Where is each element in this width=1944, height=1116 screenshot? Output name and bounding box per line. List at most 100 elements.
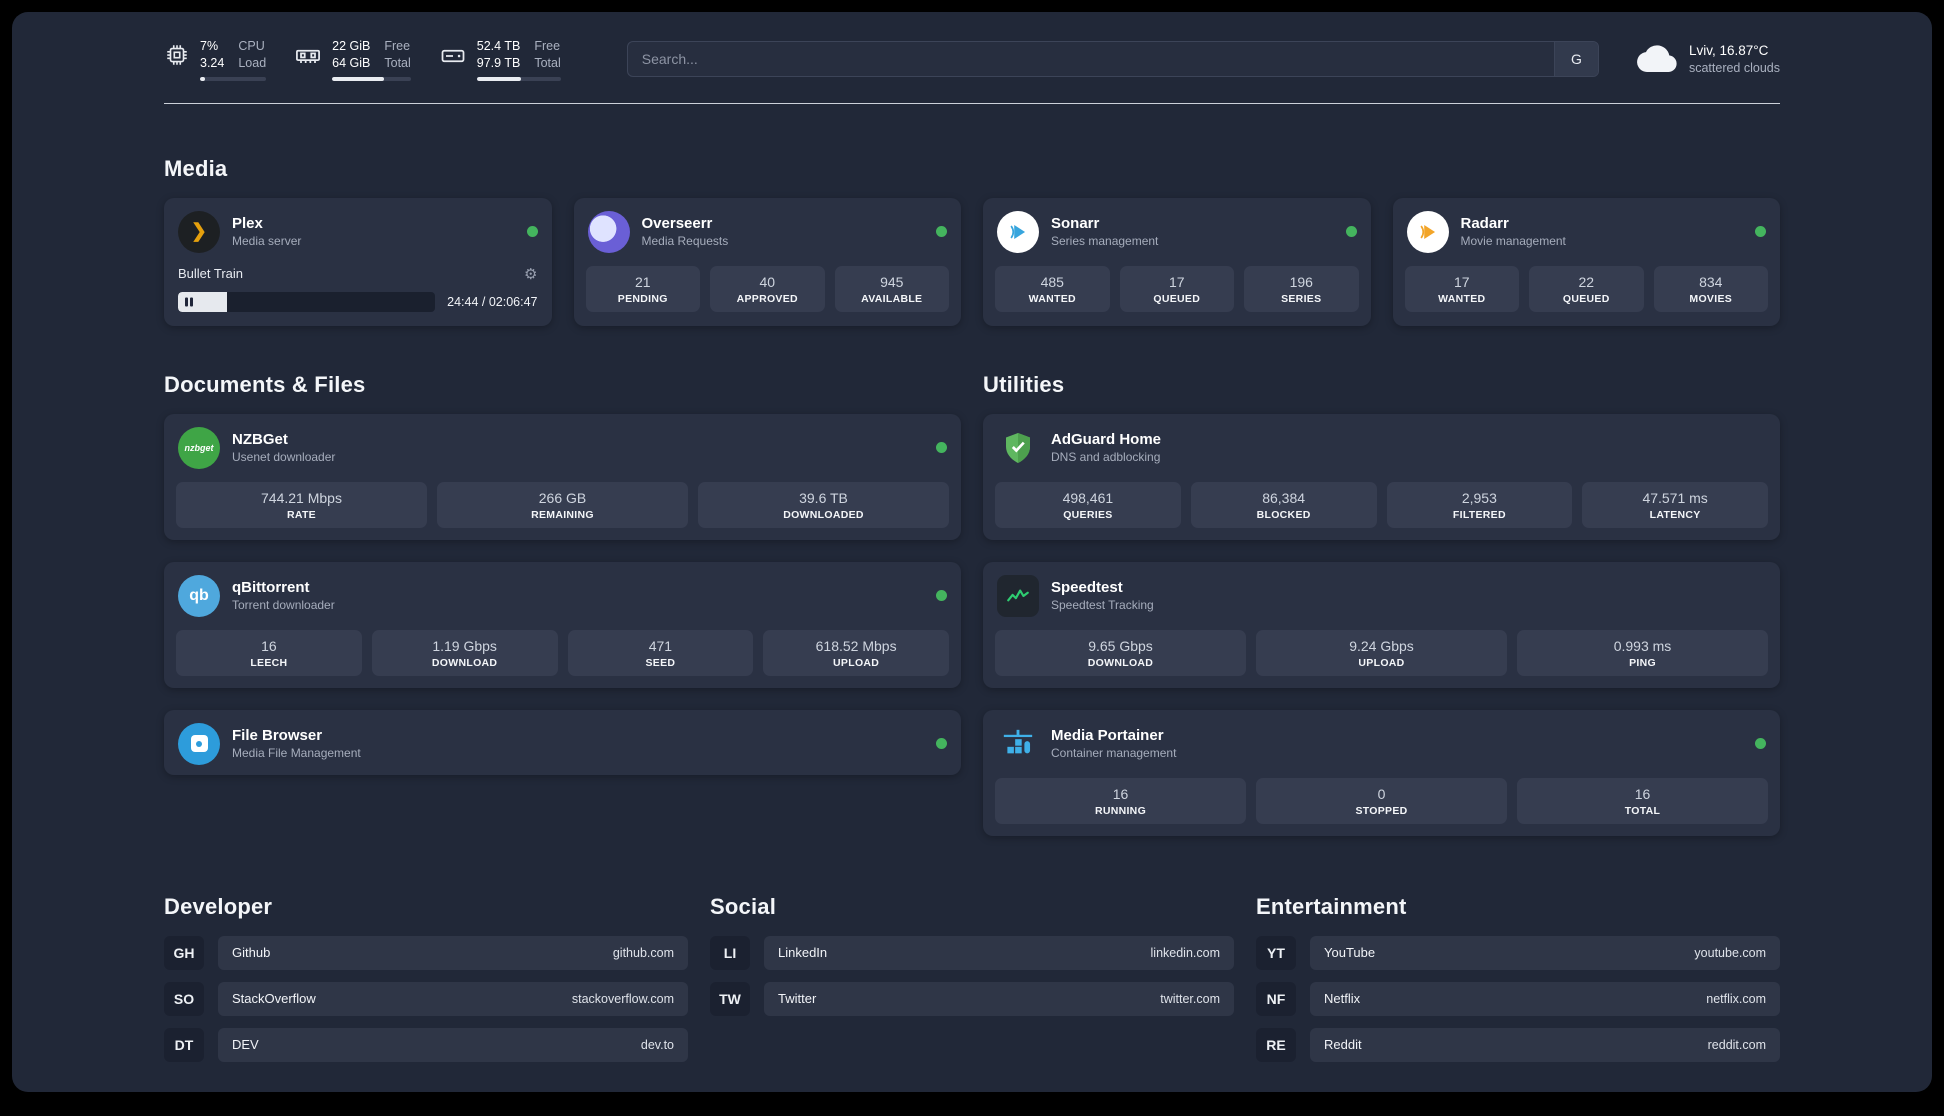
ram-metric: 22 GiB 64 GiB Free Total — [294, 38, 411, 81]
status-dot — [1755, 738, 1766, 750]
stat-tile: 16 RUNNING — [995, 777, 1246, 824]
bookmark-netflix[interactable]: NF Netflix netflix.com — [1256, 981, 1780, 1016]
dashboard-screen: 7% 3.24 CPU Load — [12, 12, 1932, 1092]
bookmark-name: LinkedIn — [778, 945, 828, 961]
stat-tile: 498,461 QUERIES — [995, 481, 1181, 528]
app-card-adguard[interactable]: AdGuard Home DNS and adblocking 498,461 … — [983, 413, 1780, 540]
app-card-sonarr[interactable]: Sonarr Series management 485 WANTED 17 Q… — [983, 197, 1371, 326]
app-card-portainer[interactable]: Media Portainer Container management 16 … — [983, 709, 1780, 836]
status-dot — [1755, 226, 1766, 238]
bookmark-abbr: TW — [710, 981, 750, 1016]
bookmark-name: Reddit — [1324, 1037, 1362, 1053]
app-card-nzbget[interactable]: nzbget NZBGet Usenet downloader 744.21 M… — [164, 413, 961, 540]
bookmark-abbr: SO — [164, 981, 204, 1016]
stat-label: MOVIES — [1689, 292, 1733, 305]
stat-label: SEED — [645, 656, 676, 669]
stat-label: DOWNLOADED — [783, 508, 864, 521]
stat-label: REMAINING — [531, 508, 594, 521]
stat-label: UPLOAD — [1358, 656, 1405, 669]
app-card-plex[interactable]: ❯ Plex Media server Bullet Train ⚙ — [164, 197, 552, 326]
bookmark-url: youtube.com — [1694, 945, 1766, 960]
stat-value: 485 — [1040, 273, 1064, 290]
stat-label: PING — [1629, 656, 1656, 669]
app-card-speedtest[interactable]: Speedtest Speedtest Tracking 9.65 Gbps D… — [983, 561, 1780, 688]
entertainment-bookmarks: Entertainment YT YouTube youtube.com NF … — [1256, 894, 1780, 1074]
stat-tile: 834 MOVIES — [1653, 265, 1768, 312]
disk-progress-bar — [476, 76, 561, 81]
status-dot — [1345, 226, 1357, 238]
nzbget-icon-text: nzbget — [184, 442, 214, 453]
app-subtitle: Media File Management — [232, 746, 361, 761]
stat-label: PENDING — [617, 292, 668, 305]
stat-label: BLOCKED — [1256, 508, 1311, 521]
disk-icon — [439, 38, 467, 70]
stat-tile: 744.21 Mbps RATE — [176, 481, 427, 528]
app-title: Plex — [232, 215, 263, 233]
plex-chevron-glyph: ❯ — [191, 221, 207, 243]
disk-metric: 52.4 TB 97.9 TB Free Total — [439, 38, 561, 81]
disk-free-label: Free — [534, 39, 561, 53]
app-title: Sonarr — [1051, 215, 1100, 233]
gear-icon[interactable]: ⚙ — [524, 265, 538, 283]
radarr-icon — [1406, 210, 1449, 253]
stat-label: SERIES — [1281, 292, 1322, 305]
bookmark-url: dev.to — [640, 1037, 674, 1052]
bookmark-reddit[interactable]: RE Reddit reddit.com — [1256, 1027, 1780, 1062]
stat-tile: 16 LEECH — [176, 629, 362, 676]
media-section: Media ❯ Plex Media server — [164, 156, 1780, 326]
stat-tile: 17 QUEUED — [1119, 265, 1234, 312]
search-input[interactable] — [627, 42, 1554, 77]
stat-tile: 196 SERIES — [1244, 265, 1359, 312]
app-subtitle: Media server — [232, 234, 302, 249]
stat-value: 498,461 — [1062, 489, 1114, 506]
playback-progress-bar[interactable] — [178, 291, 436, 312]
app-title: Overseerr — [641, 215, 713, 233]
ram-icon — [294, 38, 322, 70]
playback-time: 24:44 / 02:06:47 — [447, 294, 538, 309]
stat-label: QUEUED — [1153, 292, 1201, 305]
bookmark-linkedin[interactable]: LI LinkedIn linkedin.com — [710, 935, 1234, 970]
app-card-radarr[interactable]: Radarr Movie management 17 WANTED 22 QUE… — [1392, 197, 1780, 326]
bookmark-url: netflix.com — [1706, 991, 1766, 1006]
section-heading-documents: Documents & Files — [164, 371, 366, 397]
qbittorrent-icon: qb — [178, 574, 220, 617]
bookmark-github[interactable]: GH Github github.com — [164, 935, 688, 970]
cpu-percent: 7% — [200, 39, 219, 53]
bookmark-stackoverflow[interactable]: SO StackOverflow stackoverflow.com — [164, 981, 688, 1016]
developer-bookmarks: Developer GH Github github.com SO StackO… — [164, 894, 688, 1074]
stat-value: 47.571 ms — [1642, 489, 1708, 506]
status-dot — [936, 590, 947, 602]
app-card-filebrowser[interactable]: File Browser Media File Management — [164, 709, 961, 775]
search-engine-button[interactable]: G — [1553, 42, 1598, 77]
stat-label: FILTERED — [1452, 508, 1506, 521]
bookmark-youtube[interactable]: YT YouTube youtube.com — [1256, 935, 1780, 970]
search-bar: G — [626, 41, 1599, 78]
stat-value: 744.21 Mbps — [261, 489, 342, 506]
app-title: AdGuard Home — [1051, 431, 1162, 449]
stat-value: 471 — [648, 637, 673, 654]
section-heading-developer: Developer — [164, 893, 273, 919]
weather-location: Lviv, 16.87°C — [1688, 42, 1769, 58]
app-card-qbittorrent[interactable]: qb qBittorrent Torrent downloader 16 — [164, 561, 961, 688]
bookmark-name: Github — [232, 945, 271, 961]
documents-section: Documents & Files nzbget NZBGet Usenet d… — [164, 372, 961, 775]
bookmark-dev[interactable]: DT DEV dev.to — [164, 1027, 688, 1062]
bookmark-abbr: RE — [1256, 1027, 1296, 1062]
pause-icon[interactable] — [185, 297, 193, 307]
playback-progress-fill — [178, 291, 227, 312]
bookmark-abbr: NF — [1256, 981, 1296, 1016]
stat-tile: 21 PENDING — [585, 265, 700, 312]
section-heading-utilities: Utilities — [983, 371, 1065, 397]
bookmark-abbr: GH — [164, 935, 204, 970]
stat-label: DOWNLOAD — [431, 656, 498, 669]
stat-value: 39.6 TB — [799, 489, 848, 506]
stat-tile: 0 STOPPED — [1256, 777, 1507, 824]
stat-label: AVAILABLE — [861, 292, 923, 305]
stat-tile: 47.571 ms LATENCY — [1582, 481, 1768, 528]
stat-tile: 17 WANTED — [1404, 265, 1519, 312]
ram-total-label: Total — [384, 55, 411, 70]
bookmark-twitter[interactable]: TW Twitter twitter.com — [710, 981, 1234, 1016]
app-card-overseerr[interactable]: Overseerr Media Requests 21 PENDING 40 A… — [573, 197, 961, 326]
stat-label: QUEUED — [1562, 292, 1610, 305]
stat-tile: 618.52 Mbps UPLOAD — [763, 629, 949, 676]
